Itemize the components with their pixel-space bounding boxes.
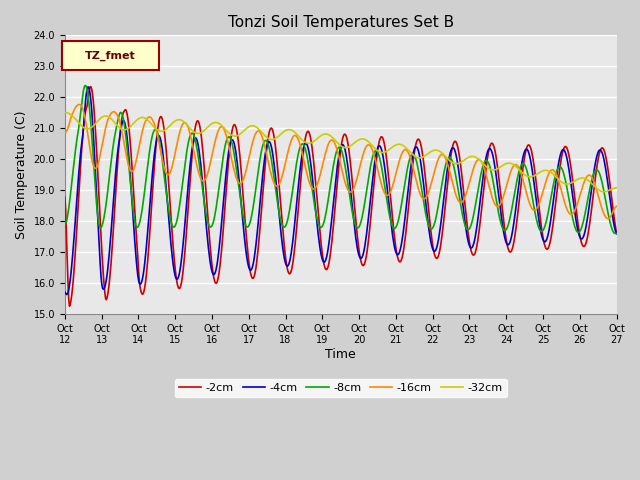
FancyBboxPatch shape <box>62 41 159 70</box>
-4cm <box>214 252 222 258</box>
-32cm <box>71 116 79 121</box>
-32cm <box>184 123 191 129</box>
Line: -16cm: -16cm <box>65 105 616 218</box>
-8cm <box>612 231 620 237</box>
-8cm <box>82 83 90 88</box>
-16cm <box>425 189 433 195</box>
-4cm <box>61 289 68 295</box>
Title: Tonzi Soil Temperatures Set B: Tonzi Soil Temperatures Set B <box>228 15 454 30</box>
-2cm <box>72 244 79 250</box>
-32cm <box>128 122 136 128</box>
-4cm <box>410 150 417 156</box>
-16cm <box>71 106 79 111</box>
-4cm <box>63 292 70 298</box>
-2cm <box>86 84 94 90</box>
-16cm <box>214 130 221 135</box>
-32cm <box>600 189 607 194</box>
-32cm <box>612 185 620 191</box>
-8cm <box>425 222 433 228</box>
-2cm <box>426 215 433 220</box>
-8cm <box>129 201 136 206</box>
-16cm <box>76 102 83 108</box>
Text: TZ_fmet: TZ_fmet <box>84 50 136 61</box>
-16cm <box>612 204 620 209</box>
Line: -32cm: -32cm <box>65 112 616 192</box>
Line: -4cm: -4cm <box>65 87 616 295</box>
-32cm <box>213 120 221 125</box>
-4cm <box>129 216 137 222</box>
-16cm <box>408 163 416 168</box>
Legend: -2cm, -4cm, -8cm, -16cm, -32cm: -2cm, -4cm, -8cm, -16cm, -32cm <box>175 379 507 397</box>
-2cm <box>129 182 137 188</box>
-32cm <box>424 151 431 156</box>
Y-axis label: Soil Temperature (C): Soil Temperature (C) <box>15 110 28 239</box>
Line: -2cm: -2cm <box>65 87 616 306</box>
-4cm <box>426 230 433 236</box>
-8cm <box>408 151 416 157</box>
-2cm <box>612 230 620 236</box>
-8cm <box>71 152 79 158</box>
-32cm <box>408 151 415 156</box>
-4cm <box>72 213 79 218</box>
-16cm <box>604 216 612 221</box>
-16cm <box>61 130 68 135</box>
-8cm <box>184 139 192 145</box>
-8cm <box>61 222 68 228</box>
Line: -8cm: -8cm <box>65 85 616 234</box>
-2cm <box>61 194 68 200</box>
-32cm <box>61 109 68 115</box>
-16cm <box>129 168 136 174</box>
-2cm <box>66 303 74 309</box>
-4cm <box>186 171 193 177</box>
-4cm <box>84 84 92 90</box>
-16cm <box>184 125 192 131</box>
-2cm <box>214 274 222 280</box>
-2cm <box>186 191 193 196</box>
-4cm <box>612 231 620 237</box>
-8cm <box>214 195 221 201</box>
X-axis label: Time: Time <box>325 348 356 361</box>
-2cm <box>410 157 417 163</box>
